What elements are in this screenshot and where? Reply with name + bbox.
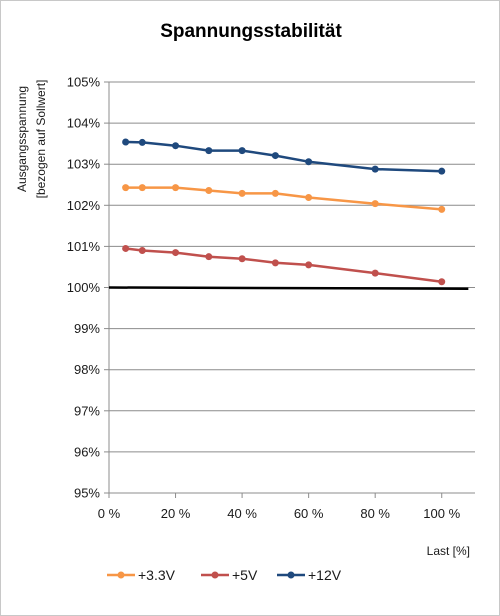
y-tick-label: 105% (67, 75, 101, 90)
data-point (438, 167, 446, 175)
x-tick-label: 60 % (294, 506, 324, 521)
data-point (305, 158, 313, 166)
data-point (438, 278, 446, 286)
legend-marker (117, 571, 125, 579)
y-tick-label: 95% (74, 486, 100, 501)
y-tick-label: 100% (67, 280, 101, 295)
chart-title: Spannungsstabilität (160, 21, 342, 42)
data-point (438, 205, 446, 213)
series-line (125, 186, 442, 211)
x-tick-label: 20 % (161, 506, 191, 521)
data-point (238, 255, 246, 263)
y-axis-label-line-2: [bezogen auf Sollwert] (34, 80, 48, 199)
y-tick-label: 101% (67, 239, 101, 254)
legend-marker (287, 571, 295, 579)
data-point (122, 138, 130, 146)
data-series (108, 138, 469, 290)
legend-label: +3.3V (138, 567, 176, 583)
x-tick-label: 0 % (98, 506, 121, 521)
x-tick-label: 100 % (423, 506, 460, 521)
data-point (371, 200, 379, 208)
data-point (172, 142, 180, 150)
x-tick-label: 80 % (360, 506, 390, 521)
data-point (138, 184, 146, 192)
reference-line-100 (108, 286, 469, 290)
data-point (205, 253, 213, 261)
data-point (305, 261, 313, 269)
y-tick-label: 104% (67, 116, 101, 131)
axes (104, 81, 475, 498)
data-point (138, 247, 146, 255)
data-point (205, 187, 213, 195)
data-point (205, 147, 213, 155)
x-tick-label: 40 % (227, 506, 257, 521)
x-axis-label: Last [%] (427, 544, 470, 558)
y-tick-label: 98% (74, 362, 100, 377)
y-tick-label: 99% (74, 321, 100, 336)
data-point (122, 184, 130, 192)
y-tick-label: 96% (74, 444, 100, 459)
legend-marker (211, 571, 219, 579)
y-tick-label: 102% (67, 198, 101, 213)
y-axis-label-line-1: Ausgangsspannung (15, 86, 29, 192)
legend-label: +5V (232, 567, 258, 583)
data-point (172, 249, 180, 257)
data-point (138, 138, 146, 146)
y-tick-label: 97% (74, 403, 100, 418)
data-point (172, 184, 180, 192)
data-point (271, 189, 279, 197)
data-point (238, 147, 246, 155)
legend-label: +12V (308, 567, 342, 583)
data-point (371, 269, 379, 277)
data-point (271, 152, 279, 160)
data-point (371, 165, 379, 173)
legend: +3.3V +5V +12V (107, 567, 342, 583)
data-point (271, 259, 279, 267)
tick-labels: 95% 96% 97% 98% 99% 100% 101% 102% 103% 104% 105% 0… (67, 75, 461, 522)
data-point (238, 189, 246, 197)
data-point (122, 244, 130, 252)
data-point (305, 193, 313, 201)
y-tick-label: 103% (67, 157, 101, 172)
